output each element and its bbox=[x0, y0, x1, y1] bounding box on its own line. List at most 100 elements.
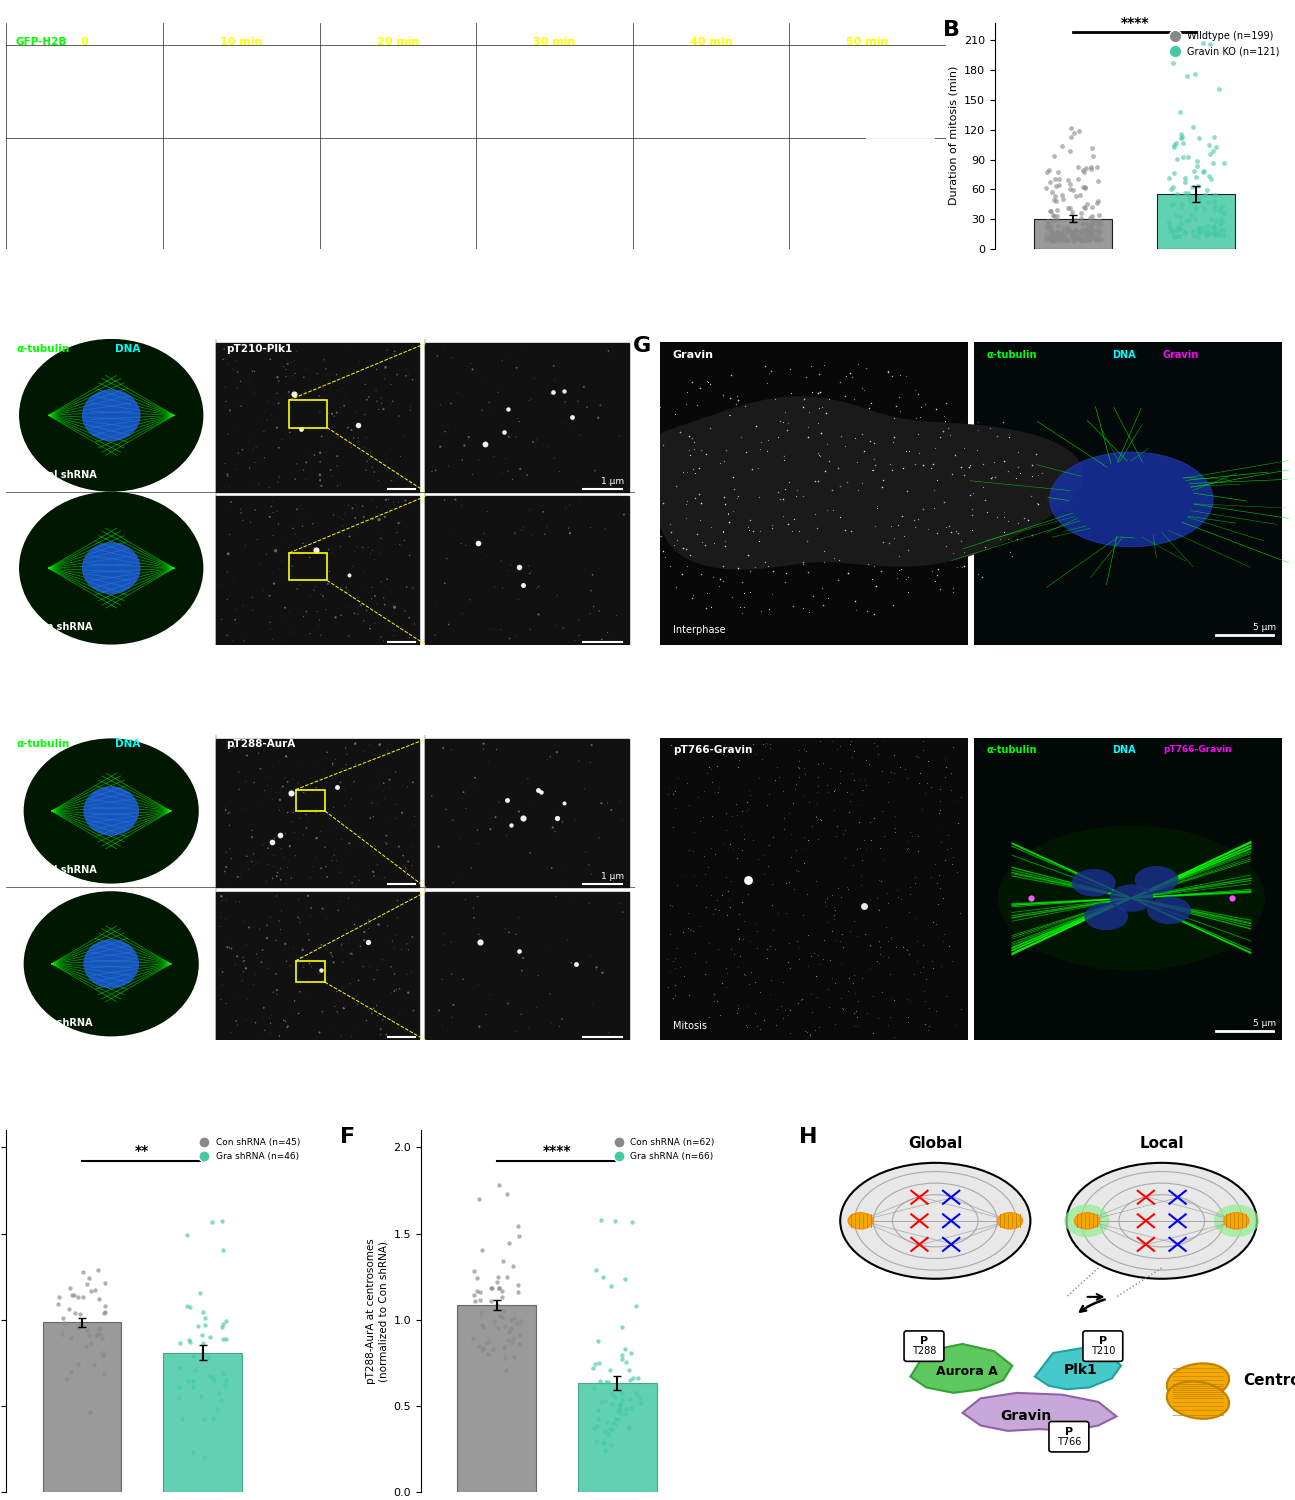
Point bbox=[1070, 222, 1090, 246]
Bar bbox=[295, 789, 325, 812]
Point bbox=[524, 399, 545, 423]
Point bbox=[306, 338, 326, 362]
Point bbox=[897, 987, 918, 1011]
Point bbox=[1001, 544, 1022, 568]
Point bbox=[844, 588, 865, 612]
Point bbox=[730, 424, 751, 448]
Point bbox=[302, 512, 322, 536]
Point bbox=[839, 789, 860, 813]
Point bbox=[580, 602, 601, 625]
Point bbox=[896, 938, 917, 962]
Point bbox=[569, 748, 589, 772]
Point bbox=[1169, 224, 1190, 248]
Point bbox=[742, 732, 763, 756]
Point bbox=[1207, 222, 1228, 246]
Point bbox=[307, 600, 328, 624]
Point bbox=[793, 552, 813, 576]
Point bbox=[676, 460, 697, 484]
Point bbox=[435, 336, 456, 360]
Point bbox=[219, 927, 240, 951]
Point bbox=[242, 585, 263, 609]
Point bbox=[544, 369, 565, 393]
Point bbox=[960, 453, 980, 477]
Point bbox=[923, 496, 944, 520]
Point bbox=[1169, 217, 1190, 242]
Point bbox=[772, 504, 793, 528]
Point bbox=[486, 1293, 506, 1317]
Point bbox=[856, 772, 877, 796]
Point bbox=[1204, 198, 1225, 222]
Point bbox=[251, 1024, 272, 1048]
Point bbox=[363, 806, 383, 830]
Point bbox=[334, 996, 355, 1020]
Point bbox=[262, 627, 282, 651]
Point bbox=[216, 888, 237, 912]
Point bbox=[211, 904, 232, 928]
Point bbox=[223, 568, 243, 592]
Point bbox=[453, 968, 474, 992]
Point bbox=[308, 957, 329, 981]
Text: DNA: DNA bbox=[1112, 746, 1136, 756]
Point bbox=[267, 500, 287, 523]
Point bbox=[518, 554, 539, 578]
Point bbox=[357, 536, 378, 560]
Text: Gravin shRNA: Gravin shRNA bbox=[17, 1019, 92, 1028]
Point bbox=[732, 839, 752, 862]
Point bbox=[697, 580, 717, 604]
Point bbox=[455, 433, 475, 457]
Point bbox=[1172, 192, 1193, 216]
Point bbox=[495, 1358, 515, 1382]
Point bbox=[342, 771, 363, 795]
Point bbox=[771, 993, 791, 1017]
Point bbox=[584, 1376, 605, 1400]
Point bbox=[1204, 222, 1225, 246]
Point bbox=[789, 936, 809, 960]
Point bbox=[348, 516, 369, 540]
Point bbox=[756, 372, 777, 396]
Point bbox=[399, 770, 420, 794]
Point bbox=[328, 538, 348, 562]
Point bbox=[271, 867, 291, 891]
Point bbox=[995, 506, 1015, 530]
Ellipse shape bbox=[826, 172, 861, 207]
Point bbox=[326, 916, 347, 940]
Point bbox=[369, 732, 390, 756]
Point bbox=[808, 411, 829, 435]
Point bbox=[835, 818, 856, 842]
Point bbox=[1210, 196, 1230, 220]
Point bbox=[369, 459, 390, 483]
Point bbox=[356, 387, 377, 411]
Point bbox=[824, 778, 844, 802]
Point bbox=[316, 904, 337, 928]
Point bbox=[80, 1280, 101, 1304]
Point bbox=[508, 406, 528, 430]
Ellipse shape bbox=[1213, 1204, 1259, 1237]
Point bbox=[689, 456, 710, 480]
Point bbox=[922, 956, 943, 980]
Point bbox=[659, 512, 680, 536]
Point bbox=[216, 992, 237, 1016]
Point bbox=[587, 958, 607, 982]
Point bbox=[212, 376, 233, 400]
Point bbox=[588, 1329, 609, 1353]
Point bbox=[909, 762, 930, 786]
Point bbox=[1085, 219, 1106, 243]
Point bbox=[813, 352, 834, 376]
Ellipse shape bbox=[1050, 452, 1213, 548]
Point bbox=[232, 969, 253, 993]
Point bbox=[870, 868, 891, 892]
Point bbox=[344, 912, 365, 936]
Point bbox=[1046, 198, 1067, 222]
Point bbox=[658, 783, 679, 807]
Point bbox=[798, 828, 818, 852]
Point bbox=[764, 938, 785, 962]
Point bbox=[308, 410, 329, 434]
Point bbox=[572, 456, 593, 480]
Point bbox=[833, 822, 853, 846]
Point bbox=[480, 1290, 501, 1314]
Point bbox=[940, 423, 961, 447]
Point bbox=[328, 898, 348, 922]
Point bbox=[212, 1362, 233, 1386]
Point bbox=[862, 1022, 883, 1046]
Point bbox=[442, 518, 462, 542]
